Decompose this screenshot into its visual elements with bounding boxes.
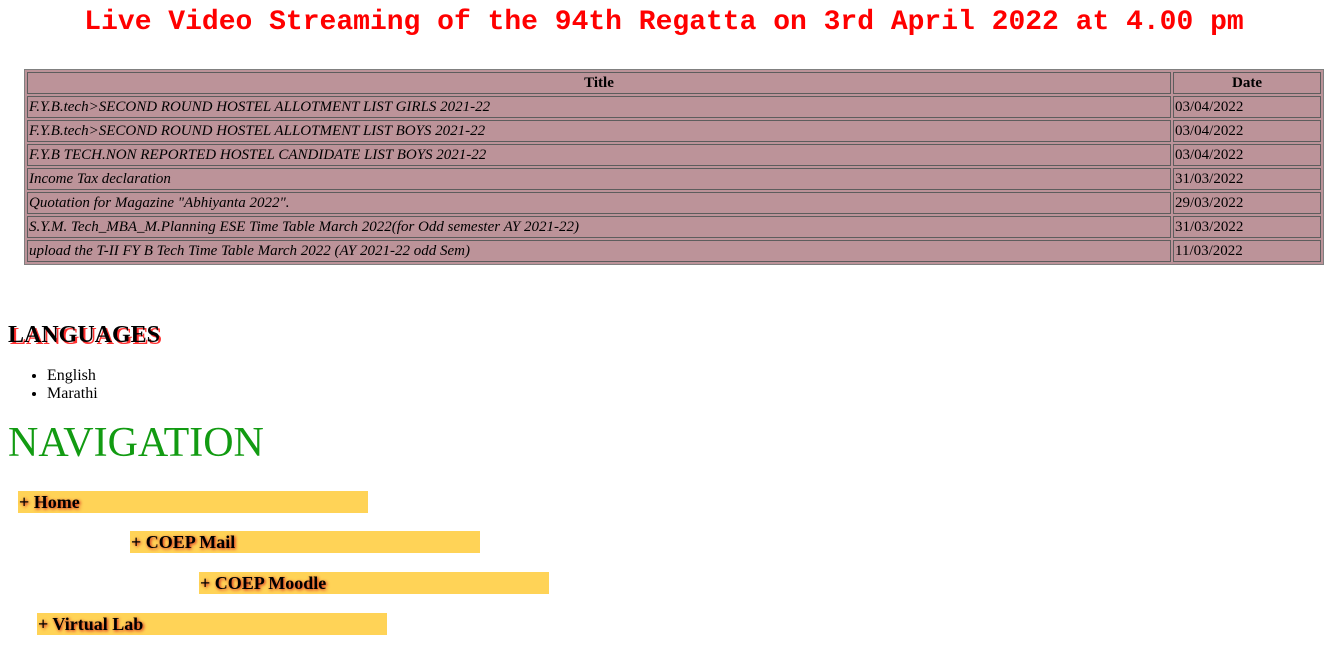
nav-item-home[interactable]: + Home — [18, 491, 368, 513]
notice-date-cell: 11/03/2022 — [1173, 240, 1321, 262]
notice-link[interactable]: Income Tax declaration — [29, 171, 171, 187]
notice-date-cell: 03/04/2022 — [1173, 144, 1321, 166]
notice-date-cell: 03/04/2022 — [1173, 96, 1321, 118]
live-streaming-link[interactable]: Live Video Streaming of the 94th Regatta… — [84, 7, 1244, 38]
nav-item-coep-moodle[interactable]: + COEP Moodle — [199, 572, 549, 594]
live-streaming-banner: Live Video Streaming of the 94th Regatta… — [0, 6, 1328, 40]
navigation-heading: NAVIGATION — [8, 420, 264, 466]
notice-date-cell: 31/03/2022 — [1173, 168, 1321, 190]
title-column-header: Title — [27, 72, 1171, 94]
languages-heading: LANGUAGES — [8, 322, 161, 348]
table-row: Quotation for Magazine "Abhiyanta 2022".… — [27, 192, 1321, 214]
notices-table: Title Date F.Y.B.tech>SECOND ROUND HOSTE… — [24, 69, 1324, 265]
notice-title-cell: F.Y.B.tech>SECOND ROUND HOSTEL ALLOTMENT… — [27, 96, 1171, 118]
notice-date-cell: 29/03/2022 — [1173, 192, 1321, 214]
notice-link[interactable]: F.Y.B.tech>SECOND ROUND HOSTEL ALLOTMENT… — [29, 123, 486, 139]
nav-item-virtual-lab[interactable]: + Virtual Lab — [37, 613, 387, 635]
table-row: upload the T-II FY B Tech Time Table Mar… — [27, 240, 1321, 262]
notice-link[interactable]: F.Y.B TECH.NON REPORTED HOSTEL CANDIDATE… — [29, 147, 487, 163]
nav-home-link[interactable]: + Home — [19, 492, 80, 512]
notice-date-cell: 03/04/2022 — [1173, 120, 1321, 142]
language-marathi-link[interactable]: Marathi — [47, 385, 98, 402]
date-column-header: Date — [1173, 72, 1321, 94]
list-item: English — [47, 367, 98, 385]
notice-title-cell: F.Y.B.tech>SECOND ROUND HOSTEL ALLOTMENT… — [27, 120, 1171, 142]
notice-link[interactable]: F.Y.B.tech>SECOND ROUND HOSTEL ALLOTMENT… — [29, 99, 491, 115]
notice-link[interactable]: upload the T-II FY B Tech Time Table Mar… — [29, 243, 470, 259]
table-header-row: Title Date — [27, 72, 1321, 94]
notice-title-cell: Income Tax declaration — [27, 168, 1171, 190]
nav-item-coep-mail[interactable]: + COEP Mail — [130, 531, 480, 553]
table-row: F.Y.B.tech>SECOND ROUND HOSTEL ALLOTMENT… — [27, 120, 1321, 142]
table-row: Income Tax declaration 31/03/2022 — [27, 168, 1321, 190]
nav-coep-moodle-link[interactable]: + COEP Moodle — [200, 573, 327, 593]
list-item: Marathi — [47, 385, 98, 403]
notice-title-cell: upload the T-II FY B Tech Time Table Mar… — [27, 240, 1171, 262]
table-row: S.Y.M. Tech_MBA_M.Planning ESE Time Tabl… — [27, 216, 1321, 238]
language-english-link[interactable]: English — [47, 367, 96, 384]
table-row: F.Y.B.tech>SECOND ROUND HOSTEL ALLOTMENT… — [27, 96, 1321, 118]
notice-date-cell: 31/03/2022 — [1173, 216, 1321, 238]
notice-link[interactable]: Quotation for Magazine "Abhiyanta 2022". — [29, 195, 290, 211]
notice-title-cell: F.Y.B TECH.NON REPORTED HOSTEL CANDIDATE… — [27, 144, 1171, 166]
notice-title-cell: Quotation for Magazine "Abhiyanta 2022". — [27, 192, 1171, 214]
table-row: F.Y.B TECH.NON REPORTED HOSTEL CANDIDATE… — [27, 144, 1321, 166]
notice-title-cell: S.Y.M. Tech_MBA_M.Planning ESE Time Tabl… — [27, 216, 1171, 238]
notice-link[interactable]: S.Y.M. Tech_MBA_M.Planning ESE Time Tabl… — [29, 219, 579, 235]
nav-virtual-lab-link[interactable]: + Virtual Lab — [38, 614, 144, 634]
languages-list: English Marathi — [8, 367, 98, 403]
nav-coep-mail-link[interactable]: + COEP Mail — [131, 532, 236, 552]
